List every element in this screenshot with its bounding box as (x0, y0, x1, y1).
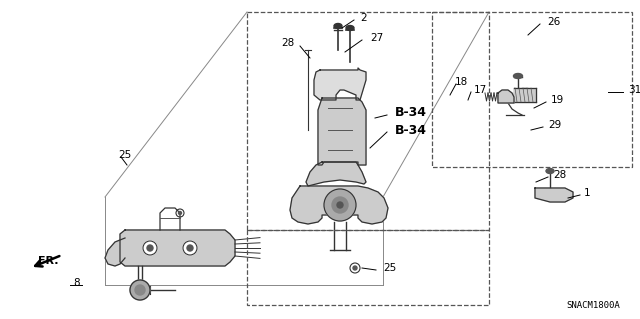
Text: B-34: B-34 (395, 123, 427, 137)
Text: 26: 26 (547, 17, 560, 27)
Polygon shape (120, 230, 235, 266)
Text: 25: 25 (383, 263, 396, 273)
Ellipse shape (546, 168, 554, 174)
Text: 28: 28 (282, 38, 295, 48)
Text: 31: 31 (628, 85, 640, 95)
Circle shape (337, 202, 343, 208)
Text: FR.: FR. (38, 256, 58, 266)
Circle shape (332, 197, 348, 213)
Text: 25: 25 (118, 150, 131, 160)
Text: 28: 28 (553, 170, 566, 180)
Text: 27: 27 (370, 33, 383, 43)
Bar (514, 88, 536, 102)
Ellipse shape (514, 88, 536, 102)
Polygon shape (318, 98, 366, 165)
Ellipse shape (346, 26, 354, 31)
Circle shape (183, 241, 197, 255)
Ellipse shape (513, 73, 522, 78)
Polygon shape (105, 238, 125, 266)
Polygon shape (498, 90, 514, 103)
Circle shape (187, 245, 193, 251)
Circle shape (179, 211, 182, 214)
Polygon shape (535, 188, 573, 202)
Circle shape (135, 285, 145, 295)
Circle shape (143, 241, 157, 255)
Text: 1: 1 (584, 188, 591, 198)
Polygon shape (306, 162, 366, 186)
Text: SNACM1800A: SNACM1800A (566, 301, 620, 310)
Text: 8: 8 (73, 278, 79, 288)
Circle shape (324, 189, 356, 221)
Ellipse shape (334, 24, 342, 28)
Text: 19: 19 (551, 95, 564, 105)
Polygon shape (314, 68, 366, 100)
Text: B-34: B-34 (395, 106, 427, 118)
Text: 29: 29 (548, 120, 561, 130)
Circle shape (147, 245, 153, 251)
Circle shape (130, 280, 150, 300)
Text: 18: 18 (455, 77, 468, 87)
Circle shape (353, 266, 357, 270)
Text: 2: 2 (360, 13, 367, 23)
Polygon shape (290, 186, 388, 224)
Text: 17: 17 (474, 85, 487, 95)
